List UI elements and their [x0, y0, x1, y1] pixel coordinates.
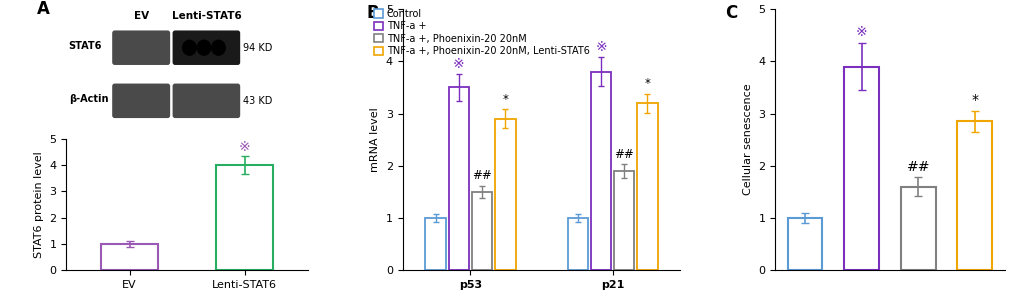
- Text: 94 KD: 94 KD: [243, 43, 272, 53]
- Y-axis label: mRNA level: mRNA level: [370, 107, 380, 172]
- Bar: [590, 72, 610, 270]
- Bar: [637, 103, 657, 270]
- Circle shape: [197, 40, 211, 55]
- Text: EV: EV: [133, 11, 149, 21]
- Bar: [216, 165, 273, 270]
- Text: β-Actin: β-Actin: [68, 95, 108, 104]
- Bar: [448, 87, 469, 270]
- Bar: [613, 171, 634, 270]
- Text: STAT6: STAT6: [68, 41, 102, 51]
- Text: ##: ##: [472, 169, 491, 182]
- Text: *: *: [970, 93, 977, 107]
- FancyBboxPatch shape: [172, 84, 239, 118]
- Text: C: C: [725, 4, 737, 22]
- Y-axis label: Cellular senescence: Cellular senescence: [742, 84, 752, 196]
- Text: ※: ※: [855, 25, 867, 40]
- FancyBboxPatch shape: [112, 84, 170, 118]
- Bar: [844, 67, 878, 270]
- Text: ※: ※: [595, 40, 606, 53]
- FancyBboxPatch shape: [172, 30, 239, 65]
- Text: A: A: [38, 0, 50, 17]
- Bar: [472, 192, 492, 270]
- Bar: [957, 121, 991, 270]
- Bar: [900, 187, 934, 270]
- Circle shape: [182, 40, 196, 55]
- Text: *: *: [644, 77, 650, 90]
- Text: 43 KD: 43 KD: [243, 96, 272, 106]
- Text: ##: ##: [906, 160, 929, 173]
- Text: ##: ##: [613, 148, 634, 161]
- Bar: [567, 218, 587, 270]
- Text: ※: ※: [238, 140, 250, 154]
- Bar: [787, 218, 821, 270]
- Text: ※: ※: [452, 57, 465, 71]
- Text: *: *: [502, 93, 507, 106]
- Circle shape: [212, 40, 225, 55]
- FancyBboxPatch shape: [112, 30, 170, 65]
- Y-axis label: STAT6 protein level: STAT6 protein level: [34, 151, 44, 258]
- Text: B: B: [366, 4, 379, 22]
- Legend: Control, TNF-a +, TNF-a +, Phoenixin-20 20nM, TNF-a +, Phoenixin-20 20nM, Lenti-: Control, TNF-a +, TNF-a +, Phoenixin-20 …: [374, 9, 589, 56]
- Bar: [425, 218, 445, 270]
- Bar: [101, 244, 158, 270]
- Bar: [494, 119, 515, 270]
- Text: Lenti-STAT6: Lenti-STAT6: [171, 11, 242, 21]
